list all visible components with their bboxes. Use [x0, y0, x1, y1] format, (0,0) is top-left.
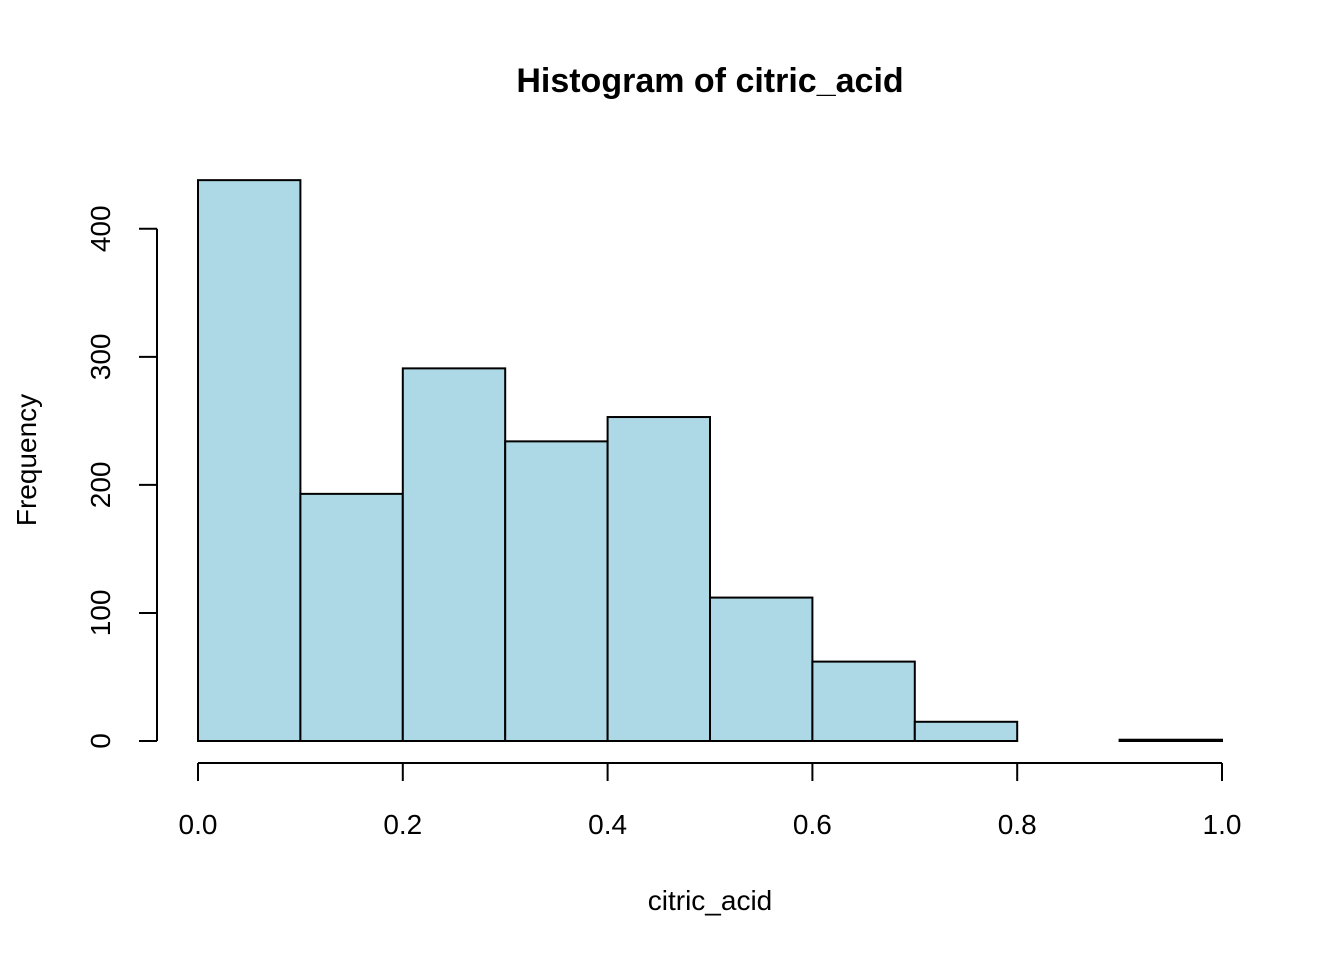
histogram-bar — [299, 492, 404, 742]
histogram-bar — [606, 416, 711, 742]
histogram-bar — [811, 660, 916, 743]
x-tick-label: 0.0 — [179, 809, 218, 840]
histogram-bar — [709, 596, 814, 742]
chart-title: Histogram of citric_acid — [516, 62, 903, 100]
x-tick-label: 0.8 — [998, 809, 1037, 840]
x-tick-label: 0.6 — [793, 809, 832, 840]
y-tick-label: 400 — [85, 205, 116, 252]
x-tick-label: 0.4 — [588, 809, 627, 840]
histogram-bar — [504, 440, 609, 742]
y-tick-label: 100 — [85, 590, 116, 637]
histogram-bar — [401, 367, 507, 742]
histogram-bar — [197, 179, 302, 743]
y-tick-label: 0 — [85, 733, 116, 749]
x-tick-label: 0.2 — [383, 809, 422, 840]
x-tick-label: 1.0 — [1203, 809, 1242, 840]
x-axis: 0.0 0.2 0.4 0.6 0.8 1.0 — [179, 762, 1242, 840]
y-tick-label: 300 — [85, 333, 116, 380]
bars-layer — [197, 179, 1223, 743]
x-axis-label: citric_acid — [648, 885, 772, 916]
histogram-bar — [1118, 738, 1223, 742]
y-tick-label: 200 — [85, 462, 116, 509]
y-axis: 0 100 200 300 400 — [85, 205, 158, 749]
histogram-bar — [913, 720, 1019, 742]
y-axis-label: Frequency — [11, 394, 42, 526]
